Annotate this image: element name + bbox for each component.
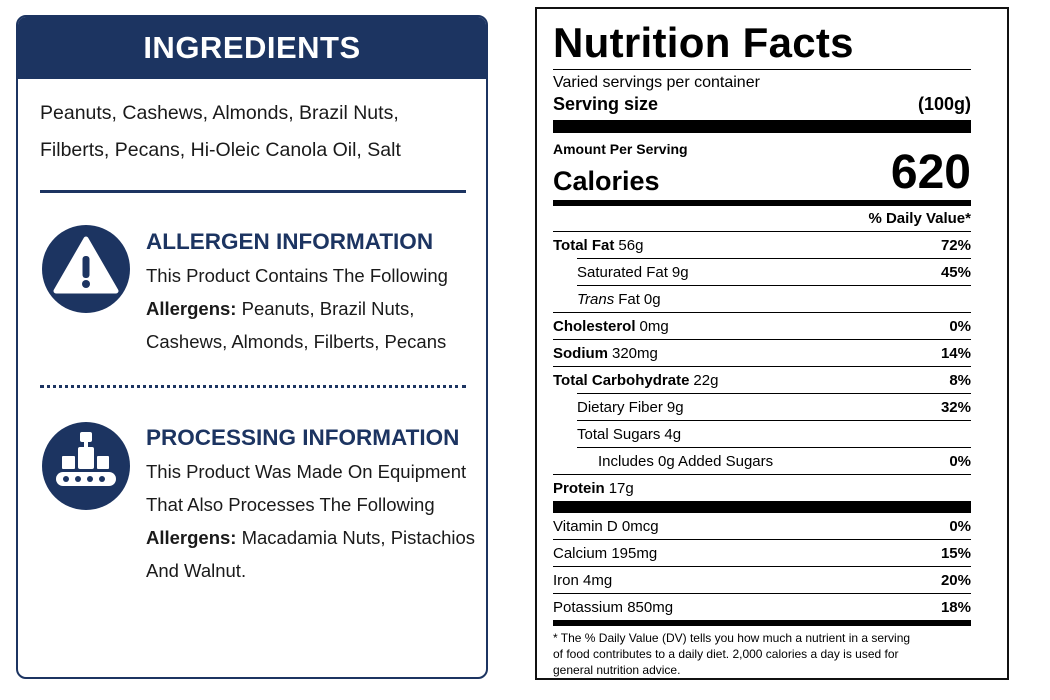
nutrient-dv: 8% xyxy=(949,371,971,389)
nutrient-row: Total Fat 56g 72% xyxy=(553,231,971,258)
vitamin-row: Potassium 850mg 18% xyxy=(553,593,971,620)
nutrient-row: Protein 17g xyxy=(553,474,971,501)
vitamin-dv: 18% xyxy=(940,598,971,616)
nutrient-name: Includes 0g Added Sugars xyxy=(598,452,774,470)
nutrient-row: Saturated Fat 9g 45% xyxy=(577,258,971,285)
info-panel: INGREDIENTS Peanuts, Cashews, Almonds, B… xyxy=(16,15,488,679)
nutrient-amount: 0g xyxy=(643,290,661,308)
allergen-section: ALLERGEN INFORMATION This Product Contai… xyxy=(146,227,476,358)
nutrient-amount: 4g xyxy=(664,425,682,443)
nutrient-dv: 45% xyxy=(940,263,971,281)
nutrient-row: Trans Fat 0g xyxy=(577,285,971,312)
nutrient-name: Protein xyxy=(553,479,605,497)
allergen-label: Allergens: xyxy=(146,298,237,319)
nutrient-name-italic: Trans xyxy=(577,290,615,308)
nutrient-name: Dietary Fiber xyxy=(577,398,663,416)
nutrient-name: Cholesterol xyxy=(553,317,636,335)
serving-size-row: Serving size (100g) xyxy=(553,92,971,116)
processing-section: PROCESSING INFORMATION This Product Was … xyxy=(146,423,476,587)
processing-text: Macadamia Nuts, Pistachios And Walnut. xyxy=(146,527,476,581)
servings: Varied servings per container xyxy=(553,74,760,91)
nutrition-facts: Nutrition Facts Varied servings per cont… xyxy=(553,17,971,678)
vitamin-name: Vitamin D 0mcg xyxy=(553,517,659,535)
vitamin-name: Iron 4mg xyxy=(553,571,613,589)
calories-label: Calories xyxy=(553,166,660,196)
amount-per-serving: Amount Per Serving xyxy=(553,141,688,157)
nutrient-name: Sodium xyxy=(553,344,608,362)
calories: 620 xyxy=(890,146,971,199)
nutrient-name: Saturated Fat xyxy=(577,263,668,281)
vitamin-row: Calcium 195mg 15% xyxy=(553,539,971,566)
nutrient-row: Total Carbohydrate 22g 8% xyxy=(553,366,971,393)
nutrient-amount: 22g xyxy=(693,371,719,389)
nutrient-name: Trans Fat 0g xyxy=(577,291,661,308)
calories-row: Calories 620 xyxy=(553,146,971,199)
nutrient-amount: 0mg xyxy=(639,317,669,335)
processing-icon xyxy=(42,422,130,510)
nutrient-name: Total Fat 56g xyxy=(553,237,643,254)
nutrient-name: Dietary Fiber 9g xyxy=(577,399,684,416)
nutrient-amount: 56g xyxy=(618,236,644,254)
divider xyxy=(553,120,971,133)
vitamin-name: Potassium 850mg xyxy=(553,598,674,616)
nutrient-name: Total Sugars 4g xyxy=(577,426,681,443)
nutrient-row: Dietary Fiber 9g 32% xyxy=(577,393,971,420)
nutrient-name: Total Sugars xyxy=(577,425,661,443)
nutrient-amount: 320mg xyxy=(612,344,658,362)
nutrient-amount: 9g xyxy=(671,263,689,281)
nutrient-name: Total Carbohydrate 22g xyxy=(553,372,718,389)
vitamin-row: Vitamin D 0mcg 0% xyxy=(553,513,971,539)
allergen-title: ALLERGEN INFORMATION xyxy=(146,229,434,254)
nutrition-panel: Nutrition Facts Varied servings per cont… xyxy=(535,7,1009,680)
divider xyxy=(553,620,971,626)
nutrient-name: Total Fat xyxy=(553,236,615,254)
warning-icon xyxy=(42,225,130,313)
nutrition-title: Nutrition Facts xyxy=(553,19,854,66)
divider xyxy=(40,385,466,388)
allergen-intro: This Product Contains The Following xyxy=(146,265,448,286)
serving-size: (100g) xyxy=(917,94,971,114)
nutrient-name: Protein 17g xyxy=(553,480,634,497)
nutrient-dv: 0% xyxy=(949,452,971,470)
nutrient-row: Includes 0g Added Sugars 0% xyxy=(577,447,971,474)
nutrient-name: Sodium 320mg xyxy=(553,345,658,362)
vitamin-rows: Vitamin D 0mcg 0% Calcium 195mg 15% Iron 4mg… xyxy=(553,513,971,620)
ingredients-text: Peanuts, Cashews, Almonds, Brazil Nuts, … xyxy=(40,102,401,161)
nutrient-dv: 0% xyxy=(949,317,971,335)
dv-header: % Daily Value* xyxy=(868,210,971,227)
serving-size-label: Serving size xyxy=(553,94,659,114)
nutrient-name: Fat xyxy=(618,290,640,308)
processing-intro: This Product Was Made On Equipment That … xyxy=(146,461,467,515)
divider xyxy=(553,501,971,513)
vitamin-row: Iron 4mg 20% xyxy=(553,566,971,593)
processing-label: Allergens: xyxy=(146,527,237,548)
divider xyxy=(553,69,971,70)
vitamin-dv: 15% xyxy=(940,544,971,562)
processing-title: PROCESSING INFORMATION xyxy=(146,425,460,450)
ingredients-title: INGREDIENTS xyxy=(18,17,486,79)
nutrient-name: Saturated Fat 9g xyxy=(577,264,689,281)
vitamin-dv: 0% xyxy=(949,517,971,535)
nutrient-row: Cholesterol 0mg 0% xyxy=(553,312,971,339)
processing-list: Allergens: Macadamia Nuts, Pistachios An… xyxy=(146,521,476,587)
allergen-list: Allergens: Peanuts, Brazil Nuts, Cashews… xyxy=(146,292,476,358)
nutrient-dv: 32% xyxy=(940,398,971,416)
vitamin-dv: 20% xyxy=(940,571,971,589)
nutrient-dv: 72% xyxy=(940,236,971,254)
allergen-text: Peanuts, Brazil Nuts, Cashews, Almonds, … xyxy=(146,298,447,352)
footnote: * The % Daily Value (DV) tells you how m… xyxy=(553,631,911,677)
nutrient-name: Includes 0g Added Sugars xyxy=(577,453,773,470)
nutrient-name: Total Carbohydrate xyxy=(553,371,690,389)
nutrient-name: Cholesterol 0mg xyxy=(553,318,669,335)
divider xyxy=(40,190,466,193)
nutrient-row: Sodium 320mg 14% xyxy=(553,339,971,366)
vitamin-name: Calcium 195mg xyxy=(553,544,658,562)
nutrient-dv: 14% xyxy=(940,344,971,362)
divider xyxy=(553,200,971,206)
nutrient-rows: Total Fat 56g 72% Saturated Fat 9g 45% Trans Fa… xyxy=(553,231,971,501)
nutrient-amount: 9g xyxy=(666,398,684,416)
nutrient-row: Total Sugars 4g xyxy=(577,420,971,447)
nutrient-amount: 17g xyxy=(608,479,634,497)
